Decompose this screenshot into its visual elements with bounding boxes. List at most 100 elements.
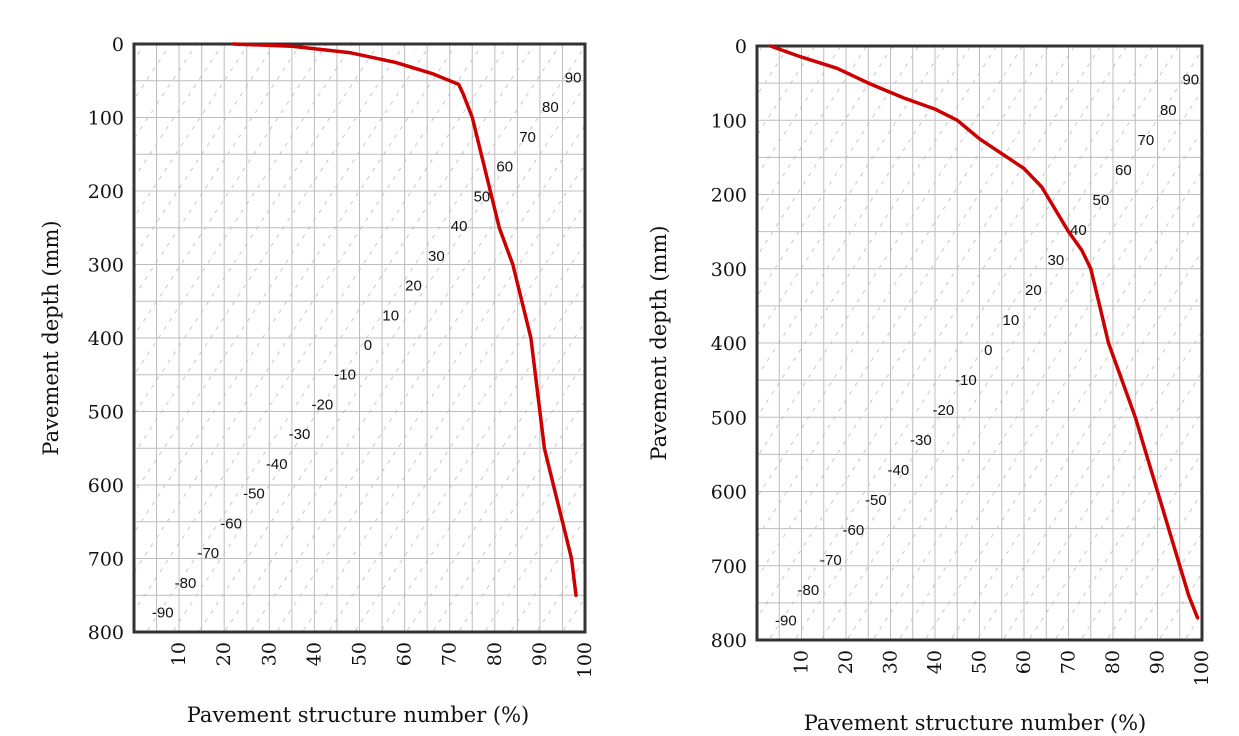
- diagonal-line: [1132, 532, 1202, 640]
- diagonal-line: [457, 439, 585, 632]
- y-tick-label: 100: [711, 110, 747, 132]
- diagonal-label: -90: [775, 612, 797, 629]
- diagonal-line: [483, 478, 585, 632]
- diagonal-line: [134, 44, 406, 455]
- diagonal-line: [134, 44, 458, 534]
- diagonal-line: [0, 0, 27, 672]
- diagonal-line: [757, 46, 920, 298]
- diagonal-label: 70: [1137, 132, 1154, 149]
- y-tick-label: 200: [88, 181, 124, 203]
- diagonal-line: [924, 210, 1202, 640]
- x-tick-label: 90: [1147, 650, 1169, 674]
- x-tick-label: 100: [1191, 650, 1213, 686]
- diagonal-label: -40: [888, 462, 910, 479]
- diagonal-label: -20: [311, 396, 333, 413]
- diagonal-line: [134, 44, 328, 337]
- diagonal-line: [249, 124, 585, 632]
- diagonal-label: 80: [542, 99, 559, 116]
- diagonal-line: [794, 46, 1180, 640]
- diagonal-line: [197, 45, 585, 632]
- grid: [134, 44, 585, 632]
- x-tick-label: 50: [349, 642, 371, 666]
- diagonal-label: -10: [955, 372, 977, 389]
- chart-right: 9080706050403020100-10-20-30-40-50-60-70…: [647, 0, 1239, 735]
- diagonal-label: -60: [220, 515, 242, 532]
- diagonal-line: [1211, 0, 1239, 680]
- diagonal-line: [820, 49, 1202, 640]
- x-tick-label: 30: [258, 642, 280, 666]
- y-axis-title: Pavement depth (mm): [39, 220, 63, 455]
- diagonal-line: [757, 46, 1102, 579]
- y-tick-label: 800: [711, 630, 747, 652]
- x-tick-label: 30: [880, 650, 902, 674]
- diagonal-label: 60: [496, 159, 513, 176]
- x-axis-title: Pavement structure number (%): [804, 711, 1147, 735]
- series-line: [768, 44, 1200, 620]
- x-tick-label: 40: [924, 650, 946, 674]
- x-tick-label: 60: [394, 642, 416, 666]
- grid: [757, 46, 1202, 640]
- diagonal-line: [145, 44, 536, 632]
- diagonal-line: [976, 290, 1202, 640]
- y-tick-label: 100: [88, 108, 124, 130]
- x-tick-label: 40: [303, 642, 325, 666]
- diagonal-label: 50: [474, 188, 491, 205]
- x-tick-label: 50: [969, 650, 991, 674]
- y-tick-label: 300: [88, 255, 124, 277]
- y-axis-title: Pavement depth (mm): [647, 225, 671, 460]
- diagonal-line: [405, 360, 585, 632]
- y-tick-label: 200: [711, 185, 747, 207]
- y-tick-label: 600: [88, 475, 124, 497]
- x-tick-label: 10: [791, 650, 813, 674]
- x-tick-label: 70: [439, 642, 461, 666]
- diagonal-line: [757, 46, 1076, 539]
- diagonal-label: 10: [382, 307, 399, 324]
- diagonal-label: -20: [933, 402, 955, 419]
- diagonal-label: -30: [910, 432, 932, 449]
- diagonal-label: -70: [197, 545, 219, 562]
- x-tick-label: 100: [574, 642, 596, 678]
- diagonal-label: 70: [519, 129, 536, 146]
- diagonal-line: [757, 46, 1050, 499]
- diagonal-line: [509, 518, 585, 632]
- diagonal-label: 20: [1025, 282, 1042, 299]
- x-tick-label: 60: [1013, 650, 1035, 674]
- diagonal-label: 0: [364, 337, 372, 354]
- diagonal-label: 10: [1003, 312, 1020, 329]
- diagonal-line: [353, 281, 585, 632]
- diagonal-label: -90: [152, 605, 174, 622]
- diagonal-line: [301, 202, 585, 632]
- y-tick-label: 800: [88, 622, 124, 644]
- diagonal-line: [846, 89, 1202, 640]
- diagonal-line: [1080, 451, 1202, 640]
- diagonal-line: [1106, 491, 1202, 640]
- diagonal-label: 20: [405, 278, 422, 295]
- diagonal-line: [134, 44, 302, 298]
- x-tick-label: 80: [484, 642, 506, 666]
- y-tick-label: 0: [112, 34, 124, 56]
- diagonal-label: -80: [175, 575, 197, 592]
- y-tick-label: 400: [711, 333, 747, 355]
- diagonal-line: [171, 44, 562, 632]
- diagonal-label: 90: [1182, 72, 1199, 89]
- y-tick-label: 700: [88, 549, 124, 571]
- y-tick-label: 300: [711, 259, 747, 281]
- x-tick-label: 10: [168, 642, 190, 666]
- diagonal-label: 80: [1160, 102, 1177, 119]
- diagonal-line: [950, 250, 1202, 640]
- y-tick-label: 500: [88, 402, 124, 424]
- diagonal-line: [379, 321, 585, 632]
- y-tick-label: 500: [711, 407, 747, 429]
- diagonal-label: -30: [289, 426, 311, 443]
- diagonal-label: -40: [266, 456, 288, 473]
- plot-frame: [132, 42, 587, 634]
- diagonal-label: 90: [565, 69, 582, 86]
- plot-frame: [755, 44, 1204, 642]
- y-tick-label: 700: [711, 556, 747, 578]
- diagonal-line: [757, 46, 1024, 459]
- series-line: [231, 42, 578, 598]
- diagonal-label: -80: [798, 582, 820, 599]
